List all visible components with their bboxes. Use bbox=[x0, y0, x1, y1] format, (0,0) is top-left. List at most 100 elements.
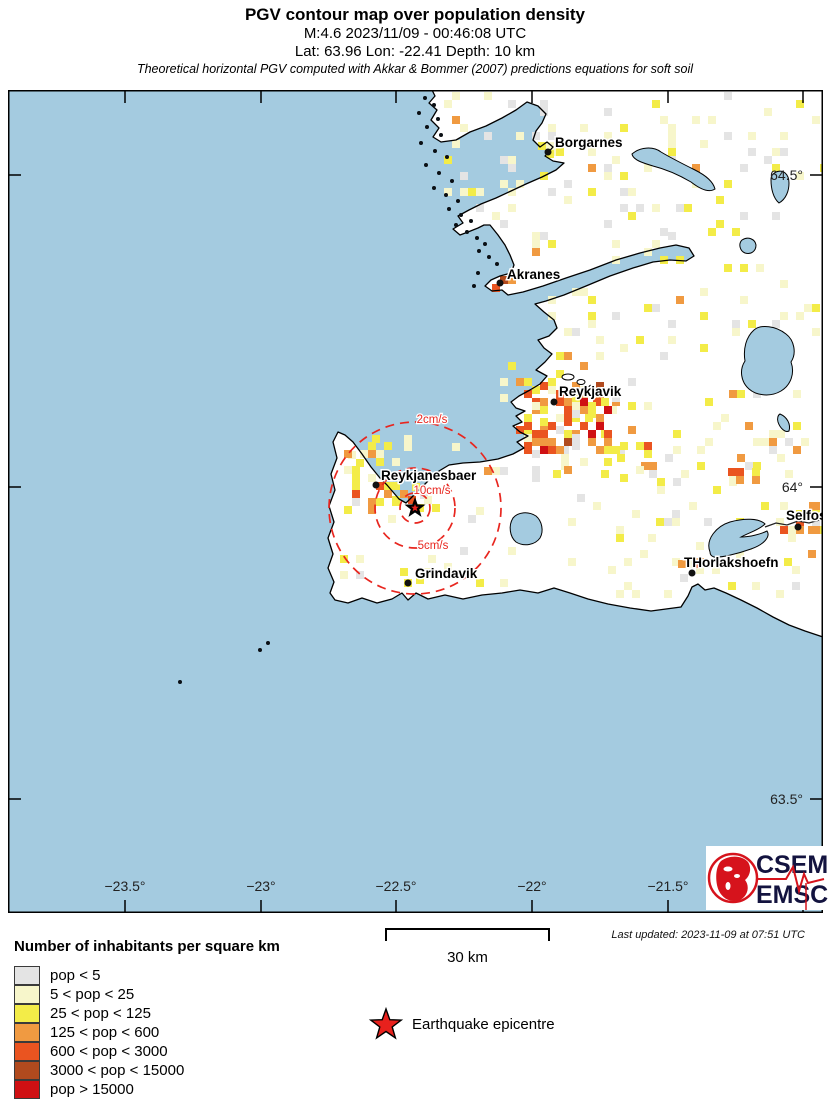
density-cell bbox=[668, 140, 676, 148]
density-cell bbox=[540, 232, 548, 240]
density-cell bbox=[665, 454, 673, 462]
density-cell bbox=[628, 212, 636, 220]
density-cell bbox=[460, 124, 468, 132]
globe-sea bbox=[725, 882, 731, 890]
density-cell bbox=[700, 344, 708, 352]
density-cell bbox=[736, 550, 744, 558]
skerry bbox=[483, 242, 487, 246]
lake bbox=[741, 326, 795, 396]
density-cell bbox=[716, 220, 724, 228]
density-cell bbox=[561, 446, 569, 454]
density-cell bbox=[508, 100, 516, 108]
density-cell bbox=[524, 378, 532, 386]
density-cell bbox=[452, 116, 460, 124]
density-cell bbox=[412, 483, 420, 491]
city-dot bbox=[404, 579, 412, 587]
skerry bbox=[456, 199, 460, 203]
density-cell bbox=[752, 476, 760, 484]
city-label: Reykjanesbaer bbox=[381, 468, 477, 483]
contour-label: 10cm/s bbox=[413, 485, 450, 497]
skerry bbox=[433, 149, 437, 153]
density-cell bbox=[740, 264, 748, 272]
density-cell bbox=[608, 566, 616, 574]
density-cell bbox=[780, 280, 788, 288]
density-cell bbox=[492, 467, 500, 475]
density-cell bbox=[508, 156, 516, 164]
legend-label: pop < 5 bbox=[50, 967, 101, 984]
density-cell bbox=[716, 196, 724, 204]
city-dot bbox=[688, 569, 696, 577]
density-cell bbox=[588, 188, 596, 196]
city-label: Akranes bbox=[507, 267, 560, 282]
density-cell bbox=[452, 443, 460, 451]
density-cell bbox=[788, 526, 796, 534]
density-cell bbox=[588, 438, 596, 446]
density-cell bbox=[672, 510, 680, 518]
density-cell bbox=[737, 390, 745, 398]
density-cell bbox=[660, 116, 668, 124]
density-cell bbox=[624, 558, 632, 566]
lon-label: −22° bbox=[517, 878, 546, 894]
skerry bbox=[450, 179, 454, 183]
density-cell bbox=[372, 435, 380, 443]
population-legend: Number of inhabitants per square km pop … bbox=[14, 938, 280, 1099]
density-cell bbox=[728, 468, 736, 476]
density-cell bbox=[785, 470, 793, 478]
density-cell bbox=[668, 320, 676, 328]
density-cell bbox=[604, 132, 612, 140]
density-cell bbox=[796, 518, 804, 526]
density-cell bbox=[548, 386, 556, 394]
density-cell bbox=[508, 188, 516, 196]
density-cell bbox=[460, 547, 468, 555]
legend-label: 5 < pop < 25 bbox=[50, 986, 135, 1003]
lon-label: −22.5° bbox=[375, 878, 416, 894]
density-cell bbox=[736, 476, 744, 484]
density-cell bbox=[572, 410, 580, 418]
density-cell bbox=[540, 430, 548, 438]
density-cell bbox=[812, 502, 820, 510]
density-cell bbox=[500, 378, 508, 386]
lon-label: −21.5° bbox=[647, 878, 688, 894]
density-cell bbox=[620, 344, 628, 352]
globe-sea bbox=[723, 866, 733, 872]
density-cell bbox=[564, 406, 572, 414]
density-cell bbox=[777, 430, 785, 438]
legend-row: 600 < pop < 3000 bbox=[14, 1042, 280, 1061]
density-cell bbox=[660, 256, 668, 264]
density-cell bbox=[532, 430, 540, 438]
density-cell bbox=[596, 390, 604, 398]
density-cell bbox=[812, 510, 820, 518]
legend-swatch bbox=[14, 966, 40, 985]
density-cell bbox=[678, 560, 686, 568]
island bbox=[561, 373, 575, 381]
skerry bbox=[469, 219, 473, 223]
density-cell bbox=[648, 534, 656, 542]
density-cell bbox=[340, 571, 348, 579]
density-cell bbox=[724, 132, 732, 140]
density-cell bbox=[384, 490, 392, 498]
density-cell bbox=[752, 582, 760, 590]
legend-swatch bbox=[14, 1061, 40, 1080]
density-cell bbox=[508, 204, 516, 212]
density-cell bbox=[516, 426, 524, 434]
density-cell bbox=[596, 382, 604, 390]
epicenter-star-icon bbox=[368, 1006, 404, 1040]
density-cell bbox=[476, 579, 484, 587]
density-cell bbox=[368, 442, 376, 450]
density-cell bbox=[368, 474, 376, 482]
skerry bbox=[487, 255, 491, 259]
skerry bbox=[472, 284, 476, 288]
density-cell bbox=[668, 232, 676, 240]
density-cell bbox=[612, 240, 620, 248]
density-cell bbox=[588, 410, 596, 418]
density-cell bbox=[492, 284, 500, 292]
density-cell bbox=[793, 446, 801, 454]
skerry bbox=[465, 230, 469, 234]
skerry bbox=[266, 641, 270, 645]
density-cell bbox=[524, 414, 532, 422]
density-cell bbox=[392, 458, 400, 466]
density-cell bbox=[697, 446, 705, 454]
density-cell bbox=[796, 312, 804, 320]
skerry bbox=[432, 103, 436, 107]
density-cell bbox=[548, 124, 556, 132]
